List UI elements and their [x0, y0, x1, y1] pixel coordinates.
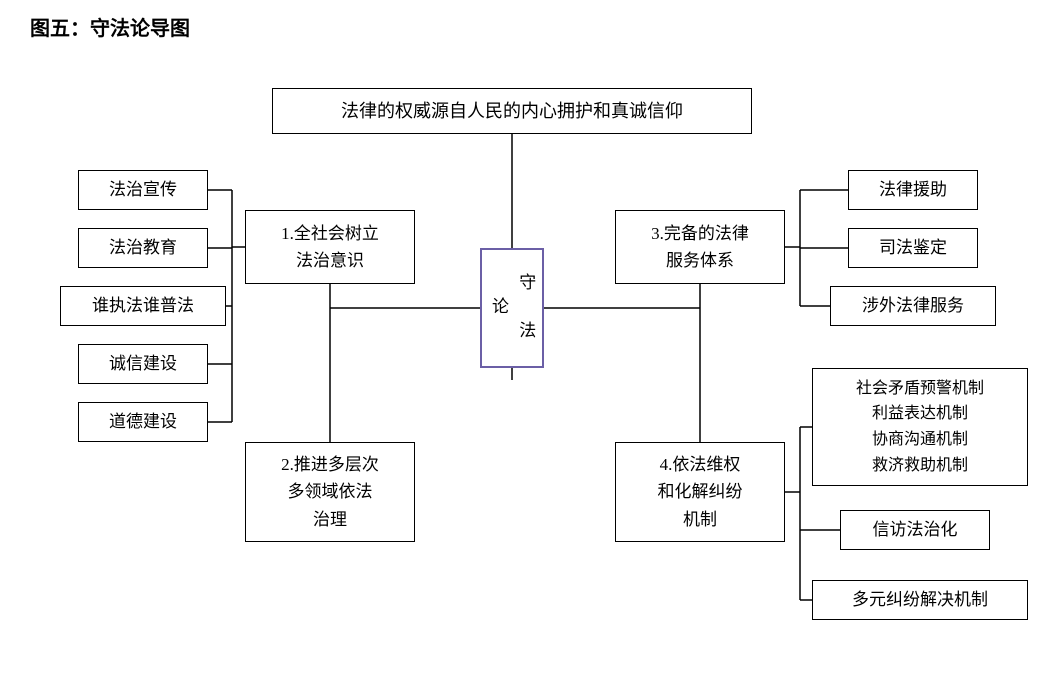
- leaf-1b: 法治教育: [78, 228, 208, 268]
- node-branch-3: 3.完备的法律 服务体系: [615, 210, 785, 284]
- leaf-3c: 涉外法律服务: [830, 286, 996, 326]
- leaf-1a: 法治宣传: [78, 170, 208, 210]
- leaf-1c: 谁执法谁普法: [60, 286, 226, 326]
- leaf-3a: 法律援助: [848, 170, 978, 210]
- node-center-label: 守 法 论: [485, 254, 539, 362]
- node-branch-1: 1.全社会树立 法治意识: [245, 210, 415, 284]
- leaf-4c: 多元纠纷解决机制: [812, 580, 1028, 620]
- figure-title: 图五：守法论导图: [30, 12, 190, 41]
- leaf-1d: 诚信建设: [78, 344, 208, 384]
- leaf-3b: 司法鉴定: [848, 228, 978, 268]
- leaf-4a: 社会矛盾预警机制 利益表达机制 协商沟通机制 救济救助机制: [812, 368, 1028, 486]
- leaf-1e: 道德建设: [78, 402, 208, 442]
- node-center: 守 法 论: [480, 248, 544, 368]
- node-top: 法律的权威源自人民的内心拥护和真诚信仰: [272, 88, 752, 134]
- leaf-4b: 信访法治化: [840, 510, 990, 550]
- node-branch-4: 4.依法维权 和化解纠纷 机制: [615, 442, 785, 542]
- node-branch-2: 2.推进多层次 多领域依法 治理: [245, 442, 415, 542]
